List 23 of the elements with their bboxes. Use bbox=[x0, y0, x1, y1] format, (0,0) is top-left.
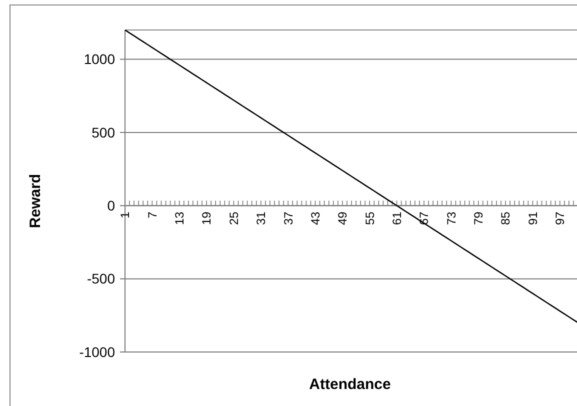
x-tick-label: 91 bbox=[526, 211, 540, 225]
y-tick-label: 0 bbox=[107, 198, 116, 214]
y-tick-label: -1000 bbox=[79, 344, 116, 360]
x-tick-label: 43 bbox=[308, 211, 322, 225]
x-tick-label: 49 bbox=[336, 211, 350, 225]
x-tick-label: 19 bbox=[200, 211, 214, 225]
x-tick-label: 25 bbox=[226, 211, 241, 225]
x-tick-label: 97 bbox=[553, 211, 568, 225]
x-tick-label: 13 bbox=[172, 211, 187, 225]
x-tick-label: 79 bbox=[472, 211, 486, 225]
x-axis-title: Attendance bbox=[309, 376, 391, 393]
x-tick-label: 73 bbox=[444, 211, 458, 225]
x-tick-label: 55 bbox=[362, 211, 377, 225]
x-tick-label: 7 bbox=[145, 211, 160, 218]
x-tick-label: 85 bbox=[498, 211, 513, 225]
x-tick-label: 37 bbox=[281, 211, 296, 225]
x-tick-label: 31 bbox=[254, 211, 268, 225]
y-tick-label: 1000 bbox=[84, 51, 116, 68]
x-tick-label: 61 bbox=[390, 211, 404, 225]
y-tick-label: 500 bbox=[92, 124, 116, 140]
y-axis-title: Reward bbox=[27, 174, 44, 228]
y-tick-label: -500 bbox=[86, 270, 116, 287]
x-tick-label: 1 bbox=[118, 211, 132, 218]
